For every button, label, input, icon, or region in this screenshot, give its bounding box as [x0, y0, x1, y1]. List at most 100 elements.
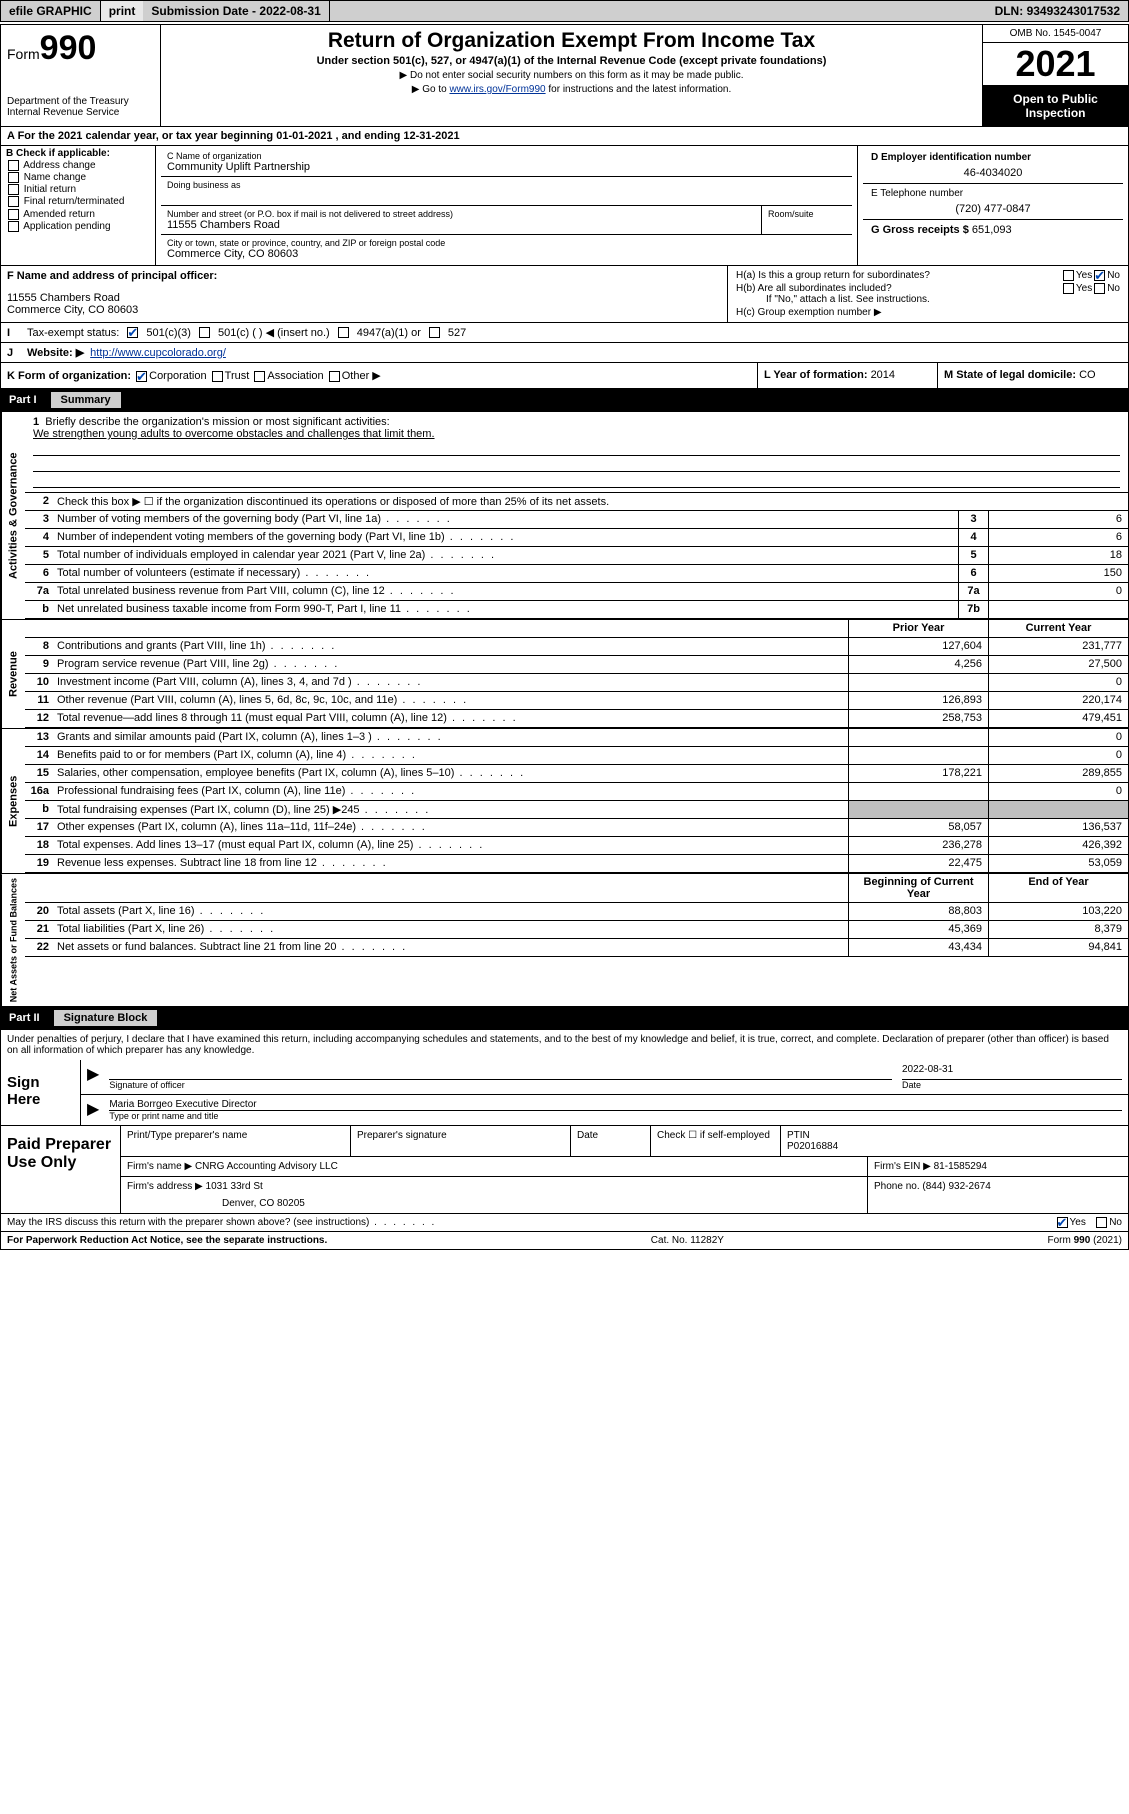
- irs-label: Internal Revenue Service: [7, 107, 154, 118]
- section-governance: Activities & Governance: [1, 412, 25, 619]
- website-link[interactable]: http://www.cupcolorado.org/: [90, 347, 226, 359]
- sign-date-label: Date: [902, 1080, 1122, 1090]
- gov-row: 3 Number of voting members of the govern…: [25, 511, 1128, 529]
- summary-row: 16a Professional fundraising fees (Part …: [25, 783, 1128, 801]
- summary-row: 21 Total liabilities (Part X, line 26) 4…: [25, 921, 1128, 939]
- tax-year: 2021: [983, 43, 1128, 86]
- dept-label: Department of the Treasury: [7, 96, 154, 107]
- omb-number: OMB No. 1545-0047: [983, 25, 1128, 43]
- summary-row: 10 Investment income (Part VIII, column …: [25, 674, 1128, 692]
- discuss-row: May the IRS discuss this return with the…: [1, 1214, 1128, 1232]
- cb-501c3[interactable]: [127, 327, 138, 338]
- summary-row: 18 Total expenses. Add lines 13–17 (must…: [25, 837, 1128, 855]
- rev-header: Prior Year Current Year: [25, 620, 1128, 638]
- catalog-number: Cat. No. 11282Y: [651, 1235, 724, 1246]
- cb-final-return[interactable]: Final return/terminated: [6, 196, 150, 207]
- summary-row: b Total fundraising expenses (Part IX, c…: [25, 801, 1128, 819]
- h-c-label: H(c) Group exemption number ▶: [736, 307, 1120, 318]
- paid-preparer-label: Paid Preparer Use Only: [1, 1126, 121, 1213]
- section-revenue: Revenue: [1, 620, 25, 728]
- form-title: Return of Organization Exempt From Incom…: [169, 29, 974, 53]
- h-b-no[interactable]: [1094, 283, 1105, 294]
- gov-row: 4 Number of independent voting members o…: [25, 529, 1128, 547]
- cb-corporation[interactable]: [136, 371, 147, 382]
- form-word: Form: [7, 46, 40, 62]
- domicile: M State of legal domicile: CO: [938, 363, 1128, 388]
- summary-row: 15 Salaries, other compensation, employe…: [25, 765, 1128, 783]
- cb-other[interactable]: [329, 371, 340, 382]
- h-a-yes[interactable]: [1063, 270, 1074, 281]
- prep-sig-label: Preparer's signature: [351, 1126, 571, 1156]
- signature-label: Signature of officer: [109, 1080, 892, 1090]
- firm-ein: 81-1585294: [934, 1161, 987, 1172]
- officer-name-label: Type or print name and title: [109, 1111, 1122, 1121]
- officer-label: F Name and address of principal officer:: [7, 270, 721, 282]
- gov-row: 7a Total unrelated business revenue from…: [25, 583, 1128, 601]
- print-button[interactable]: print: [101, 1, 144, 21]
- mission-text: We strengthen young adults to overcome o…: [33, 428, 1120, 440]
- sign-here-label: Sign Here: [1, 1060, 81, 1125]
- summary-row: 12 Total revenue—add lines 8 through 11 …: [25, 710, 1128, 728]
- box-d-e-g: D Employer identification number 46-4034…: [858, 146, 1128, 265]
- summary-row: 9 Program service revenue (Part VIII, li…: [25, 656, 1128, 674]
- form-title-block: Return of Organization Exempt From Incom…: [161, 25, 983, 126]
- instructions-link[interactable]: www.irs.gov/Form990: [449, 84, 545, 95]
- year-block: OMB No. 1545-0047 2021 Open to Public In…: [983, 25, 1128, 126]
- firm-addr1: 1031 33rd St: [206, 1181, 263, 1192]
- tax-period: A For the 2021 calendar year, or tax yea…: [1, 127, 1128, 146]
- discuss-yes[interactable]: [1057, 1217, 1068, 1228]
- cb-name-change[interactable]: Name change: [6, 172, 150, 183]
- ein-value: 46-4034020: [871, 167, 1115, 179]
- tax-exempt-label: Tax-exempt status:: [27, 327, 119, 339]
- street-address: 11555 Chambers Road: [167, 219, 755, 231]
- summary-row: 17 Other expenses (Part IX, column (A), …: [25, 819, 1128, 837]
- perjury-statement: Under penalties of perjury, I declare th…: [1, 1030, 1128, 1060]
- prep-date-label: Date: [571, 1126, 651, 1156]
- firm-name: CNRG Accounting Advisory LLC: [195, 1161, 338, 1172]
- firm-addr2: Denver, CO 80205: [222, 1198, 861, 1209]
- h-b-yes[interactable]: [1063, 283, 1074, 294]
- net-header: Beginning of Current Year End of Year: [25, 874, 1128, 903]
- form-subtitle: Under section 501(c), 527, or 4947(a)(1)…: [169, 55, 974, 67]
- cb-app-pending[interactable]: Application pending: [6, 221, 150, 232]
- cb-501c[interactable]: [199, 327, 210, 338]
- gov-row: 5 Total number of individuals employed i…: [25, 547, 1128, 565]
- box-b: B Check if applicable: Address change Na…: [1, 146, 156, 265]
- dba-label: Doing business as: [167, 180, 846, 190]
- website-row: J Website: ▶ http://www.cupcolorado.org/: [1, 343, 1128, 363]
- form-990: Form990 Department of the Treasury Inter…: [0, 24, 1129, 1250]
- ptin-label: PTIN: [787, 1130, 1122, 1141]
- summary-row: 11 Other revenue (Part VIII, column (A),…: [25, 692, 1128, 710]
- room-label: Room/suite: [768, 209, 846, 219]
- prep-name-label: Print/Type preparer's name: [121, 1126, 351, 1156]
- discuss-no[interactable]: [1096, 1217, 1107, 1228]
- h-b-label: H(b) Are all subordinates included?: [736, 283, 1061, 294]
- section-expenses: Expenses: [1, 729, 25, 873]
- section-net-assets: Net Assets or Fund Balances: [1, 874, 25, 1006]
- cb-initial-return[interactable]: Initial return: [6, 184, 150, 195]
- gross-receipts: G Gross receipts $ 651,093: [863, 220, 1123, 240]
- part-1-header: Part I Summary: [1, 389, 1128, 412]
- cb-4947[interactable]: [338, 327, 349, 338]
- paid-preparer: Paid Preparer Use Only Print/Type prepar…: [1, 1126, 1128, 1214]
- gov-row: b Net unrelated business taxable income …: [25, 601, 1128, 619]
- cb-association[interactable]: [254, 371, 265, 382]
- h-a-label: H(a) Is this a group return for subordin…: [736, 270, 1061, 281]
- cb-amended[interactable]: Amended return: [6, 209, 150, 220]
- part-2-header: Part II Signature Block: [1, 1007, 1128, 1030]
- cb-address-change[interactable]: Address change: [6, 160, 150, 171]
- h-a-no[interactable]: [1094, 270, 1105, 281]
- top-toolbar: efile GRAPHIC print Submission Date - 20…: [0, 0, 1129, 22]
- cb-527[interactable]: [429, 327, 440, 338]
- form-id-block: Form990 Department of the Treasury Inter…: [1, 25, 161, 126]
- cb-trust[interactable]: [212, 371, 223, 382]
- ssn-note: ▶ Do not enter social security numbers o…: [169, 70, 974, 81]
- box-f: F Name and address of principal officer:…: [1, 266, 728, 322]
- summary-row: 14 Benefits paid to or for members (Part…: [25, 747, 1128, 765]
- box-h: H(a) Is this a group return for subordin…: [728, 266, 1128, 322]
- prep-self-employed: Check ☐ if self-employed: [651, 1126, 781, 1156]
- officer-addr2: Commerce City, CO 80603: [7, 304, 721, 316]
- box-b-label: B Check if applicable:: [6, 148, 150, 159]
- sign-date: 2022-08-31: [902, 1064, 1122, 1080]
- org-name: Community Uplift Partnership: [167, 161, 846, 173]
